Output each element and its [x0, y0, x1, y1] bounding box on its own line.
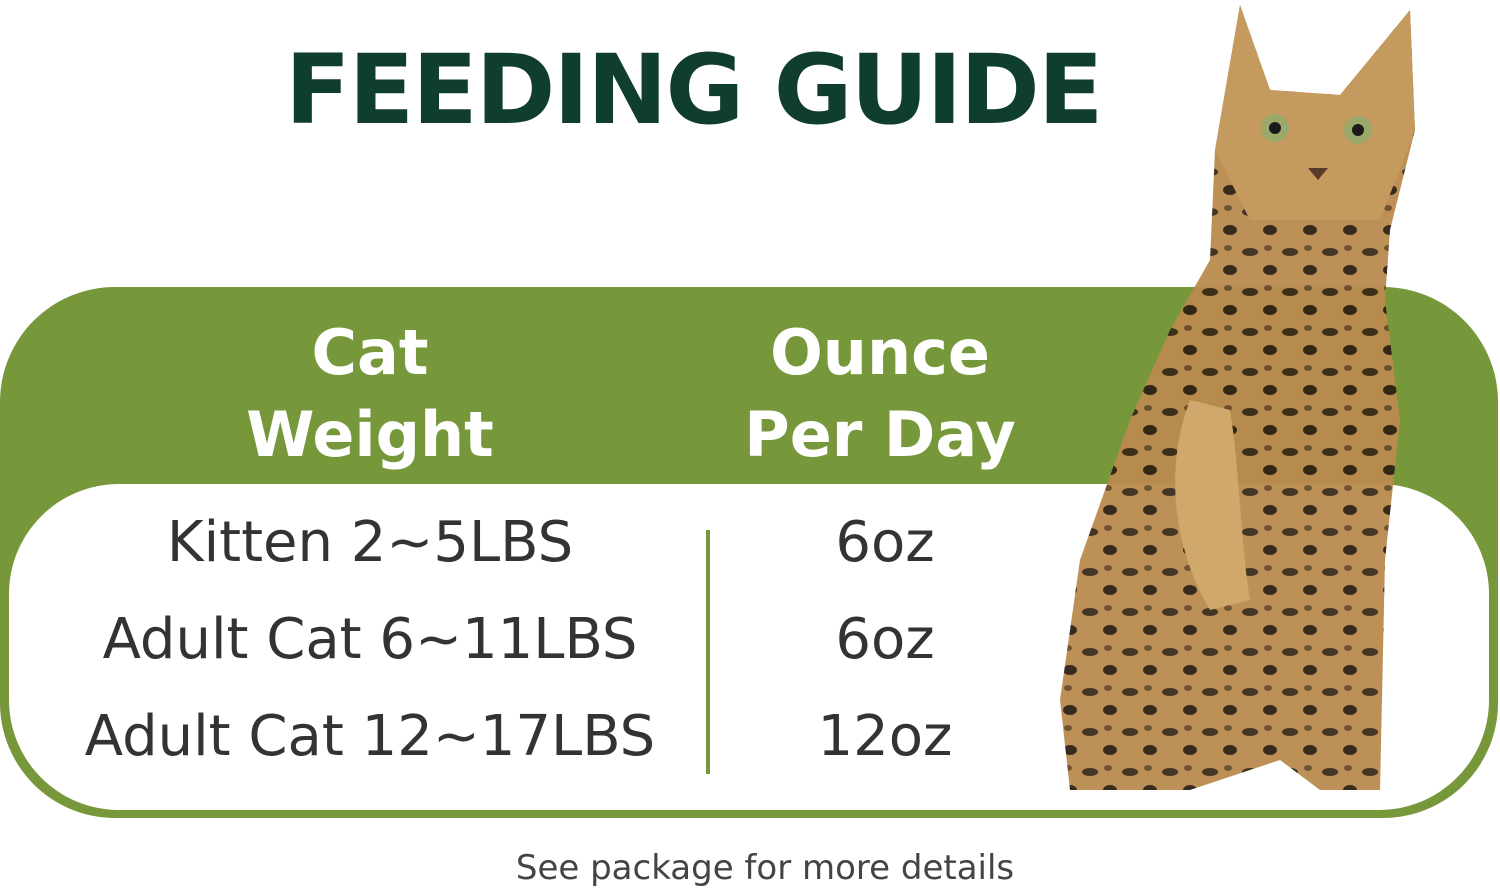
header-line: Cat — [311, 316, 429, 389]
table-cell-amount: 6oz — [835, 510, 935, 575]
table-cell-amount: 6oz — [835, 607, 935, 672]
table-cell-weight: Kitten 2~5LBS — [166, 510, 574, 575]
table-cell-weight: Adult Cat 6~11LBS — [102, 607, 638, 672]
page-title: FEEDING GUIDE — [285, 34, 1103, 146]
header-line: Weight — [246, 398, 494, 471]
table-cell-weight: Adult Cat 12~17LBS — [84, 704, 656, 769]
table-cell-amount: 12oz — [817, 704, 953, 769]
column-divider — [706, 530, 710, 774]
footer-note: See package for more details — [515, 848, 1015, 888]
cat-photo — [1060, 5, 1415, 790]
header-cat-weight: Cat Weight — [170, 312, 570, 476]
header-ounce-per-day: Ounce Per Day — [680, 312, 1080, 476]
header-line: Per Day — [744, 398, 1016, 471]
header-line: Ounce — [770, 316, 990, 389]
